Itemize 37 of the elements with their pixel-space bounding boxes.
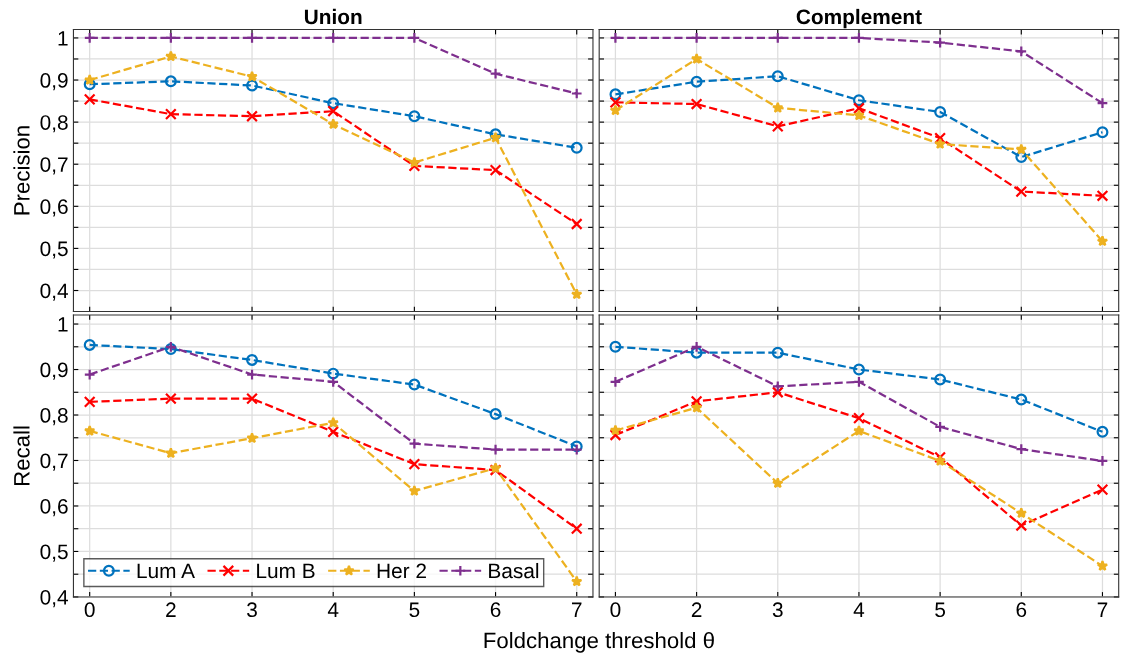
x-axis-title: Foldchange threshold θ <box>484 632 714 653</box>
y-tick-label: 0,9 <box>40 362 68 380</box>
x-tick-label: 3 <box>772 602 783 618</box>
y-tick-label: 0,6 <box>40 498 68 517</box>
y-tick-label: 0,5 <box>40 241 68 259</box>
x-tick-label: 4 <box>327 602 339 617</box>
y-tick-label: 1 <box>58 317 68 332</box>
x-tick-label: 0 <box>610 602 621 618</box>
y-axis-title: Recall <box>13 426 30 485</box>
x-tick-label: 6 <box>1016 602 1027 618</box>
x-tick-label: 7 <box>1097 602 1108 617</box>
y-tick-label: 0,9 <box>40 73 68 91</box>
legend-label: Basal <box>489 562 539 579</box>
x-tick-label: 3 <box>247 602 257 618</box>
x-tick-label: 6 <box>490 602 501 618</box>
y-tick-label: 0,4 <box>40 589 68 608</box>
x-tick-label: 0 <box>84 602 95 618</box>
x-tick-label: 7 <box>572 602 582 617</box>
chart-title: Complement <box>796 8 922 29</box>
legend-label: Lum B <box>257 563 315 579</box>
x-tick-label: 5 <box>935 602 946 618</box>
x-tick-label: 2 <box>166 602 176 617</box>
y-tick-label: 1 <box>58 31 68 46</box>
x-tick-label: 4 <box>853 602 865 617</box>
y-tick-label: 0,6 <box>40 199 68 217</box>
y-tick-label: 0,8 <box>40 115 68 133</box>
y-tick-label: 0,7 <box>40 157 68 175</box>
chart-title: Union <box>304 8 362 25</box>
y-axis-title: Precision <box>13 126 30 215</box>
x-tick-label: 2 <box>691 602 702 617</box>
y-tick-label: 0,4 <box>40 283 68 301</box>
y-tick-label: 0,5 <box>40 544 68 562</box>
x-tick-label: 5 <box>409 602 420 618</box>
legend-label: Her 2 <box>377 563 426 579</box>
y-tick-label: 0,8 <box>40 408 68 426</box>
legend-label: Lum A <box>137 563 195 579</box>
y-tick-label: 0,7 <box>40 453 68 471</box>
